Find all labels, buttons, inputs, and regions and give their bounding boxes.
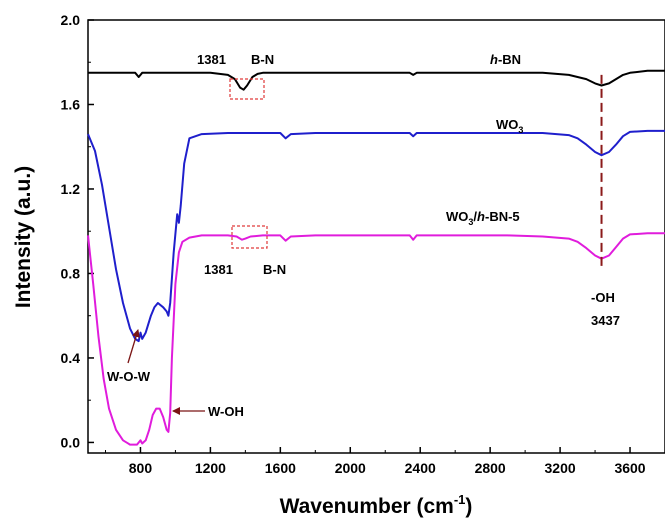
wo3-series-label: WO3: [496, 117, 523, 135]
x-tick-label-3600: 3600: [614, 460, 645, 476]
y-tick-label-0.8: 0.8: [61, 265, 81, 281]
composite-label-main: WO: [446, 209, 468, 224]
composite-label-sub: 3: [468, 217, 473, 227]
composite-label-slash: /: [473, 209, 477, 224]
x-tick-label-2800: 2800: [475, 460, 506, 476]
composite-series-label: WO3/h-BN-5: [446, 209, 520, 227]
x-axis-title-main: Wavenumber (cm: [280, 495, 454, 518]
y-tick-label-1.6: 1.6: [61, 96, 81, 112]
x-axis-title: Wavenumber (cm-1): [280, 492, 473, 518]
x-tick-label-1200: 1200: [195, 460, 226, 476]
series-lines: [87, 69, 665, 446]
x-axis-title-sup: -1: [454, 492, 466, 507]
y-tick-label-0.0: 0.0: [61, 434, 81, 450]
hbn-label-prefix: h: [490, 52, 498, 67]
hbn-series-label: h-BN: [490, 52, 521, 67]
hbn-label-suffix: -BN: [498, 52, 521, 67]
axis-ticks: 800 1200 1600 2000 2400 2800 3200 3600 0.0 0.4 0.8…: [61, 12, 665, 476]
series-line-2: [87, 232, 665, 446]
y-tick-label-1.2: 1.2: [61, 181, 81, 197]
woh-label: W-OH: [208, 404, 244, 419]
top-peak-bond: B-N: [251, 52, 274, 67]
wow-arrow: [127, 329, 140, 364]
bn-highlight-box-bottom: [231, 225, 268, 249]
x-tick-label-2400: 2400: [405, 460, 436, 476]
composite-label-h: h: [477, 209, 485, 224]
x-tick-label-2000: 2000: [335, 460, 366, 476]
wow-label: W-O-W: [107, 369, 151, 384]
x-tick-label-1600: 1600: [265, 460, 296, 476]
x-tick-label-3200: 3200: [545, 460, 576, 476]
y-axis-title: Intensity (a.u.): [12, 166, 35, 308]
bn-highlight-box-top: [229, 78, 265, 100]
x-tick-label-800: 800: [129, 460, 153, 476]
top-peak-number: 1381: [197, 52, 226, 67]
series-line-0: [88, 69, 665, 91]
bottom-peak-bond: B-N: [263, 262, 286, 277]
oh-label: -OH: [591, 290, 615, 305]
bottom-peak-number: 1381: [204, 262, 233, 277]
y-tick-label-2.0: 2.0: [61, 12, 81, 28]
series-line-1: [87, 129, 665, 343]
wo3-label-sub: 3: [518, 125, 523, 135]
y-tick-label-0.4: 0.4: [61, 350, 81, 366]
x-axis-title-end: ): [465, 495, 472, 518]
wo3-label-main: WO: [496, 117, 518, 132]
composite-label-rest: -BN-5: [485, 209, 520, 224]
oh-value: 3437: [591, 313, 620, 328]
